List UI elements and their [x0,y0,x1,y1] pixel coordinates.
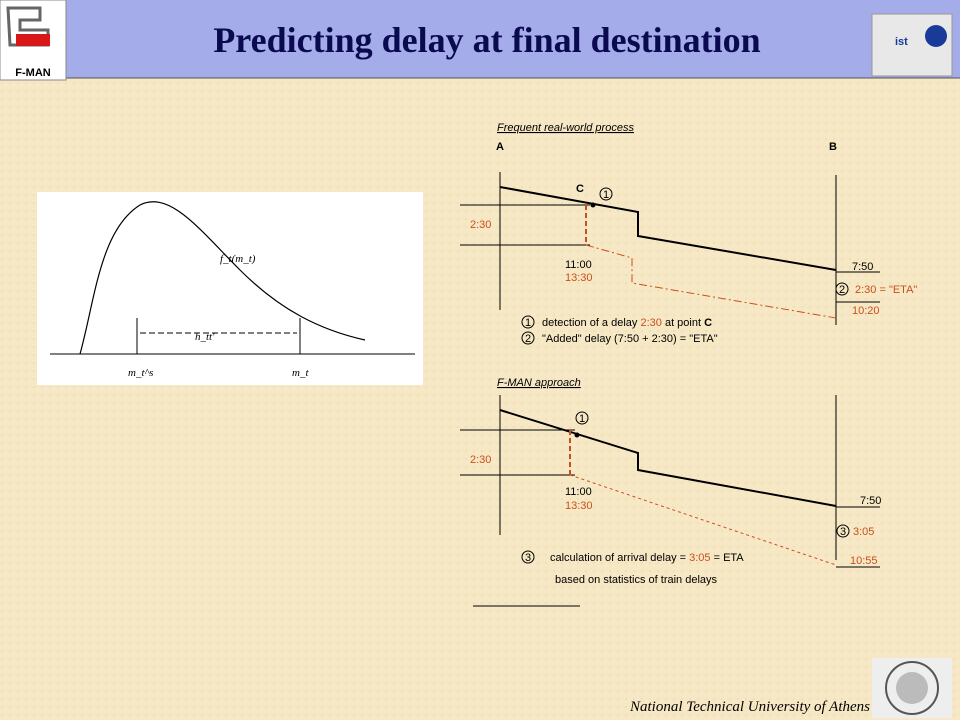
delay-label: 2:30 [470,454,491,466]
marker-label: m_t [292,367,309,379]
eta-label: 2:30 = "ETA" [855,284,917,296]
logo-text: F-MAN [15,67,50,79]
time-label: 11:00 [565,486,592,498]
time-label: 10:20 [852,305,880,317]
left-logo: F-MAN [0,0,67,81]
step-number: 1 [603,189,609,201]
time-label: 10:55 [850,555,878,567]
station-label: B [829,141,837,153]
legend-part: detection of a delay [542,317,640,329]
legend-part: at point [662,317,704,329]
delay-label: 2:30 [470,219,491,231]
legend-number: 2 [525,333,531,345]
step-number: 1 [579,413,585,425]
time-label: 13:30 [565,500,593,512]
time-label: 7:50 [860,495,881,507]
point-label: C [576,183,584,195]
right-logo: ist [871,13,953,77]
legend-part: 2:30 [640,317,661,329]
marker-label: m_t^s [128,367,153,379]
footer-text: National Technical University of Athens [629,699,870,715]
university-logo [872,658,952,718]
fman-approach-diagram: F-MAN approach 2:30 1 11:00 13:30 7:50 3… [460,377,881,607]
distribution-figure: f_t(m_t) h_tt' m_t^s m_t [37,192,423,385]
legend-part: calculation of arrival delay = [550,552,689,564]
slide-title: Predicting delay at final destination [213,20,760,60]
legend-part: 3:05 [689,552,710,564]
frequent-process-diagram: Frequent real-world process A B 2:30 C 1… [460,122,917,345]
delay-label: 3:05 [853,526,874,538]
legend-part: = ETA [711,552,745,564]
station-label: A [496,141,504,153]
interval-label: h_tt' [195,331,215,343]
legend-number: 3 [525,552,531,564]
legend-number: 1 [525,317,531,329]
step-number: 2 [839,284,845,296]
logo-text: ist [895,36,908,48]
diagram-heading: F-MAN approach [497,377,581,389]
legend-part: C [704,317,712,329]
curve-label: f_t(m_t) [220,253,256,265]
legend-part: "Added" delay (7:50 + 2:30) = "ETA" [542,333,718,345]
diagram-heading: Frequent real-world process [497,122,634,134]
legend-text: detection of a delay 2:30 at point C [542,317,712,329]
step-number: 3 [840,526,846,538]
header-bar [0,0,960,78]
time-label: 7:50 [852,261,873,273]
legend-text: "Added" delay (7:50 + 2:30) = "ETA" [542,333,718,345]
time-label: 11:00 [565,259,592,271]
legend-text: calculation of arrival delay = 3:05 = ET… [550,552,744,564]
time-label: 13:30 [565,272,593,284]
legend-note: based on statistics of train delays [555,574,718,586]
